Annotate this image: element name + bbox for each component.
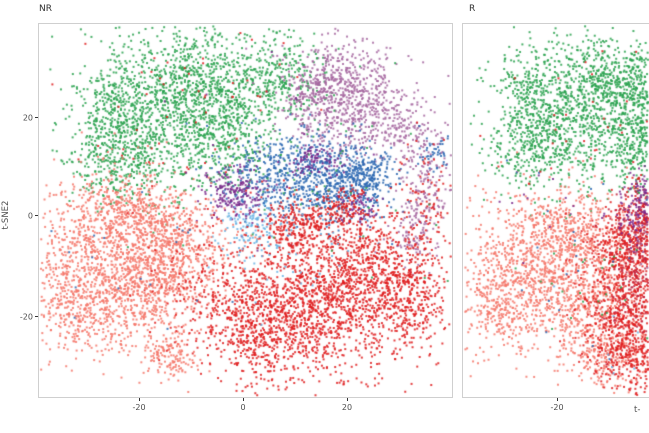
x-tick-mark-nr-neg20 (139, 398, 140, 401)
x-tick-label-r-neg20: -20 (550, 403, 564, 412)
scatter-canvas-nr (39, 24, 452, 397)
facet-label-nr: NR (39, 4, 52, 14)
y-axis-title: t-SNE2 (1, 200, 11, 230)
x-tick-label-nr-20: 20 (341, 403, 353, 412)
plot-panel-r (462, 23, 649, 398)
y-tick-label-20: 20 (22, 113, 33, 123)
y-tick-label-neg20: -20 (19, 312, 33, 322)
x-axis-title-truncated: t- (634, 405, 641, 415)
plot-panel-nr (38, 23, 453, 398)
x-tick-mark-nr-20 (347, 398, 348, 401)
x-tick-mark-nr-0 (243, 398, 244, 401)
y-tick-label-0: 0 (27, 211, 33, 221)
y-tick-mark-0 (35, 215, 38, 216)
x-tick-label-nr-neg20: -20 (132, 403, 146, 412)
y-tick-mark-neg20 (35, 316, 38, 317)
scatter-canvas-r (463, 24, 649, 397)
x-tick-label-nr-0: 0 (240, 403, 246, 412)
y-tick-mark-20 (35, 117, 38, 118)
facet-label-r: R (469, 4, 476, 14)
x-tick-mark-r-neg20 (557, 398, 558, 401)
